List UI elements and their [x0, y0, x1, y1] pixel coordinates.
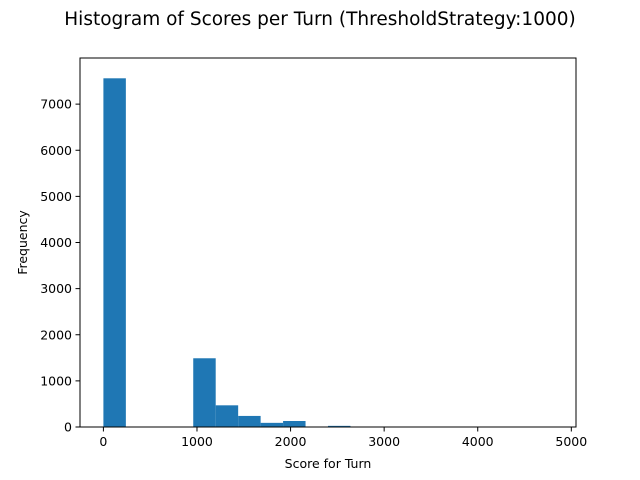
histogram-bar	[260, 422, 284, 427]
y-tick-label: 6000	[40, 143, 72, 158]
plot-frame	[79, 57, 577, 428]
y-tick-label: 3000	[40, 281, 72, 296]
y-tick-label: 0	[64, 420, 72, 435]
bars-group	[103, 78, 553, 428]
y-tick-label: 2000	[40, 327, 72, 342]
x-tick-label: 0	[99, 434, 107, 449]
y-tick-label: 5000	[40, 189, 72, 204]
histogram-bar	[283, 421, 306, 427]
histogram-bar	[238, 415, 261, 427]
x-tick-label: 5000	[555, 434, 587, 449]
y-tick-label: 4000	[40, 235, 72, 250]
x-tick-label: 1000	[181, 434, 213, 449]
histogram-bar	[103, 78, 126, 428]
chart-title: Histogram of Scores per Turn (ThresholdS…	[64, 9, 575, 30]
histogram-bar	[215, 405, 239, 427]
y-axis-label: Frequency	[15, 210, 30, 275]
x-tick-label: 2000	[275, 434, 307, 449]
histogram-bar	[193, 358, 216, 427]
x-axis-label: Score for Turn	[285, 456, 372, 471]
x-axis-ticks: 0 1000 2000 3000 4000 5000	[99, 427, 587, 449]
y-tick-label: 1000	[40, 373, 72, 388]
y-tick-label: 7000	[40, 97, 72, 112]
y-axis-ticks: 0 1000 2000 3000 4000 5000 6000 7000	[40, 97, 80, 435]
x-tick-label: 4000	[462, 434, 494, 449]
histogram-bar	[328, 425, 351, 427]
x-tick-label: 3000	[368, 434, 400, 449]
